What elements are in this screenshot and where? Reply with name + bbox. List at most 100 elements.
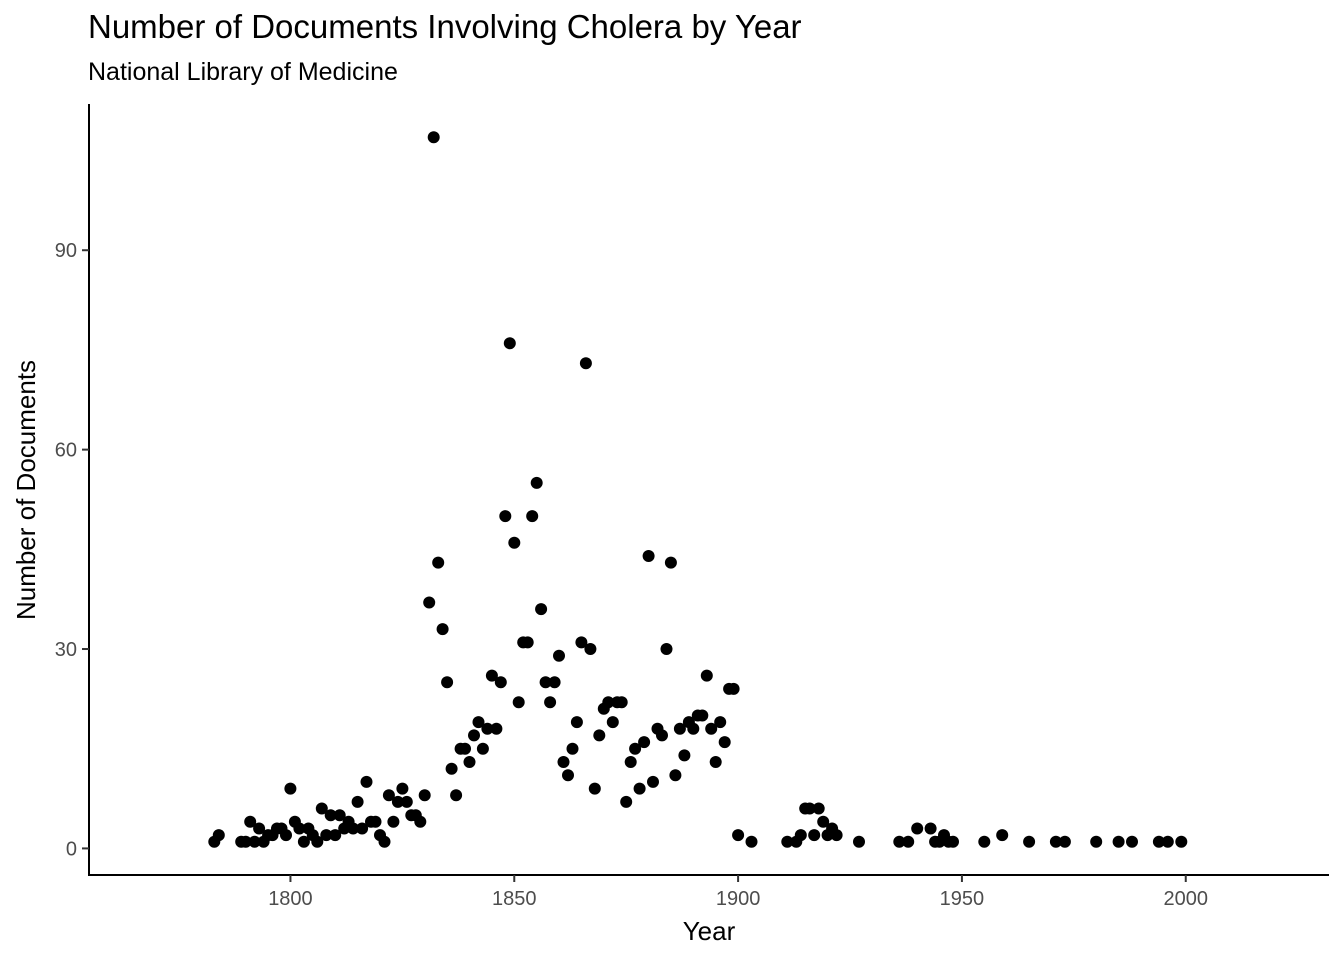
data-point: [481, 722, 494, 735]
data-point: [732, 829, 745, 842]
data-point: [360, 775, 373, 788]
data-point: [714, 716, 727, 729]
data-point: [503, 337, 516, 350]
data-point: [253, 822, 266, 835]
data-points: [208, 131, 1188, 848]
data-point: [432, 556, 445, 569]
y-axis-ticks: 0 30 60 90: [55, 240, 89, 860]
data-point: [248, 835, 261, 848]
x-tick-label: 2000: [1164, 888, 1209, 910]
data-point: [1112, 835, 1125, 848]
data-point: [718, 736, 731, 749]
data-point: [700, 669, 713, 682]
data-point: [396, 782, 409, 795]
data-point: [557, 756, 570, 768]
data-point: [244, 815, 257, 828]
data-point: [781, 835, 794, 848]
data-point: [284, 782, 297, 795]
data-point: [530, 476, 543, 489]
data-point: [853, 835, 865, 848]
data-point: [656, 729, 668, 742]
data-point: [817, 815, 830, 828]
data-point: [996, 829, 1009, 842]
y-tick-label: 30: [55, 639, 77, 661]
data-point: [812, 802, 825, 815]
data-point: [311, 835, 324, 848]
data-point: [391, 795, 404, 808]
data-point: [584, 643, 597, 655]
data-point: [441, 676, 454, 689]
data-point: [669, 769, 682, 782]
data-point: [427, 131, 440, 144]
x-tick-label: 1950: [940, 888, 985, 910]
data-point: [687, 722, 700, 735]
data-point: [1049, 835, 1062, 848]
data-point: [212, 829, 225, 842]
data-point: [620, 795, 633, 808]
data-point: [633, 782, 646, 795]
data-point: [347, 822, 360, 835]
data-point: [1152, 835, 1165, 848]
data-point: [924, 822, 937, 835]
data-point: [808, 829, 821, 842]
data-point: [526, 510, 539, 523]
x-tick-label: 1900: [716, 888, 761, 910]
data-point: [624, 756, 637, 768]
data-point: [606, 716, 619, 729]
data-point: [324, 809, 337, 822]
data-point: [615, 696, 628, 709]
data-point: [642, 550, 655, 562]
data-point: [508, 536, 521, 549]
chart-subtitle: National Library of Medicine: [88, 58, 398, 86]
data-point: [499, 510, 512, 523]
x-axis-ticks: 1800 1850 1900 1950 2000: [268, 875, 1208, 910]
data-point: [745, 835, 758, 848]
data-point: [297, 835, 310, 848]
data-point: [418, 789, 431, 802]
data-point: [512, 696, 525, 709]
x-tick-label: 1850: [492, 888, 537, 910]
data-point: [638, 736, 651, 749]
data-point: [678, 749, 691, 762]
data-point: [794, 829, 807, 842]
data-point: [490, 722, 503, 735]
data-point: [436, 623, 449, 636]
data-point: [727, 682, 740, 695]
data-point: [320, 829, 333, 842]
data-point: [535, 603, 548, 616]
data-point: [553, 649, 565, 662]
data-point: [293, 822, 306, 835]
data-point: [450, 789, 463, 802]
data-point: [911, 822, 924, 835]
data-point: [329, 829, 342, 842]
data-point: [463, 756, 476, 768]
data-point: [978, 835, 991, 848]
data-point: [369, 815, 382, 828]
data-point: [696, 709, 709, 722]
data-point: [579, 357, 592, 370]
data-point: [562, 769, 574, 782]
data-point: [705, 722, 718, 735]
data-point: [570, 716, 583, 729]
data-point: [239, 835, 252, 848]
data-point: [468, 729, 480, 742]
data-point: [400, 795, 413, 808]
data-point: [459, 742, 471, 755]
data-point: [830, 829, 843, 842]
data-point: [1090, 835, 1103, 848]
data-point: [356, 822, 369, 835]
y-tick-label: 0: [66, 838, 77, 860]
data-point: [333, 809, 346, 822]
data-point: [1175, 835, 1188, 848]
chart-title: Number of Documents Involving Cholera by…: [88, 8, 802, 45]
data-point: [593, 729, 606, 742]
data-point: [445, 762, 458, 775]
data-point: [902, 835, 915, 848]
data-point: [709, 756, 722, 768]
data-point: [629, 742, 642, 755]
data-point: [539, 676, 552, 689]
data-point: [351, 795, 364, 808]
data-point: [521, 636, 534, 649]
data-point: [544, 696, 557, 709]
